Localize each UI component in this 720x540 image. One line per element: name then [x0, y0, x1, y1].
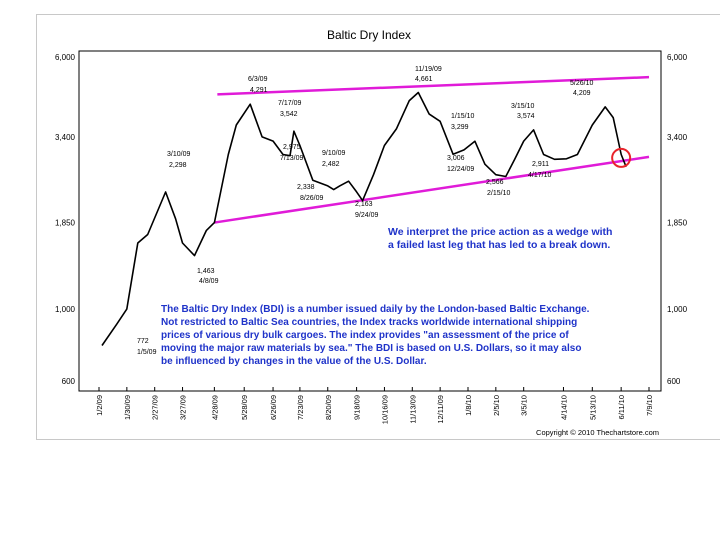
y-tick-label-left: 6,000 — [55, 53, 76, 62]
commentary-line: a failed last leg that has led to a brea… — [388, 239, 610, 251]
y-axis-left: 6,000 3,400 1,850 1,000 600 — [55, 53, 76, 386]
x-tick-label: 9/18/09 — [353, 395, 362, 420]
y-tick-label-left: 1,850 — [55, 219, 76, 228]
annotations: 772 1/5/09 3/10/09 2,298 1,463 4/8/09 6/3/09 4,… — [137, 66, 593, 356]
plot-area — [78, 50, 662, 392]
commentary-line: prices of various dry bulk cargoes. The … — [161, 330, 569, 341]
y-tick-label-right: 600 — [667, 377, 681, 386]
x-tick-label: 1/8/10 — [464, 395, 473, 416]
x-tick-label: 2/5/10 — [492, 395, 501, 416]
y-tick-label-right: 1,850 — [667, 219, 688, 228]
break-down-circle — [611, 147, 632, 168]
wedge-line-lower — [214, 155, 650, 224]
wedge-lines — [214, 75, 650, 224]
y-tick-label-left: 3,400 — [55, 133, 76, 142]
data-annotation: 9/24/09 — [355, 212, 378, 219]
data-annotation: 3/15/10 — [511, 103, 534, 110]
x-axis: 1/2/09 1/30/09 2/27/09 3/27/09 4/28/09 5/28/0… — [95, 387, 654, 424]
y-tick-label-right: 6,000 — [667, 53, 688, 62]
x-tick-label: 3/27/09 — [179, 395, 188, 420]
x-tick-label: 7/23/09 — [296, 395, 305, 420]
x-tick-label: 2/27/09 — [151, 395, 160, 420]
x-tick-label: 4/14/10 — [559, 395, 568, 420]
data-annotation: 4/17/10 — [528, 172, 551, 179]
commentary-box — [157, 298, 643, 377]
data-annotation: 6/3/09 — [248, 76, 268, 83]
y-tick-label-left: 600 — [62, 377, 76, 386]
commentary-bdi: The Baltic Dry Index (BDI) is a number i… — [161, 304, 590, 367]
data-annotation: 2,163 — [355, 201, 373, 208]
data-annotation: 12/24/09 — [447, 166, 474, 173]
data-annotation: 2,911 — [532, 161, 549, 168]
x-tick-label: 5/28/09 — [240, 395, 249, 420]
data-annotation: 1/5/09 — [137, 349, 157, 356]
x-tick-label: 11/13/09 — [408, 395, 417, 424]
wedge-line-upper — [217, 75, 650, 96]
y-tick-label-left: 1,000 — [55, 305, 76, 314]
x-tick-label: 10/16/09 — [380, 395, 389, 424]
y-axis-right: 6,000 3,400 1,850 1,000 600 — [667, 53, 688, 386]
x-tick-label: 7/9/10 — [645, 395, 654, 416]
data-annotation: 2/15/10 — [487, 190, 510, 197]
bdi-series-line — [101, 91, 627, 346]
data-annotation: 2,482 — [322, 161, 340, 168]
y-tick-label-right: 3,400 — [667, 133, 688, 142]
x-tick-label: 3/5/10 — [520, 395, 529, 416]
commentary-wedge: We interpret the price action as a wedge… — [388, 226, 612, 251]
x-tick-label: 12/11/09 — [436, 395, 445, 424]
data-annotation: 5/26/10 — [570, 80, 593, 87]
data-annotation: 2,298 — [169, 162, 187, 169]
data-annotation: 4/8/09 — [199, 278, 219, 285]
data-annotation: 3,574 — [517, 113, 535, 120]
data-annotation: 2,566 — [486, 179, 504, 186]
data-annotation: 1,463 — [197, 268, 215, 275]
y-tick-label-right: 1,000 — [667, 305, 688, 314]
chart-frame: Baltic Dry Index 6,000 3,400 1,850 1,000 600… — [36, 14, 720, 440]
data-annotation: 2,338 — [297, 184, 315, 191]
copyright: Copyright © 2010 Thechartstore.com — [536, 428, 659, 437]
x-tick-label: 6/26/09 — [269, 395, 278, 420]
data-annotation: 772 — [137, 338, 149, 345]
commentary-line: be influenced by changes in the value of… — [161, 356, 427, 367]
data-annotation: 2,975 — [283, 144, 301, 151]
data-annotation: 7/17/09 — [278, 100, 301, 107]
break-down-marker — [611, 147, 632, 168]
data-annotation: 3,542 — [280, 111, 298, 118]
commentary-line: Not restricted to Baltic Sea countries, … — [161, 317, 577, 328]
data-annotation: 4,209 — [573, 90, 591, 97]
data-annotation: 8/26/09 — [300, 195, 323, 202]
data-annotation: 4,291 — [250, 87, 268, 94]
x-tick-label: 1/30/09 — [123, 395, 132, 420]
data-annotation: 9/10/09 — [322, 150, 345, 157]
commentary-line: We interpret the price action as a wedge… — [388, 226, 612, 238]
data-annotation: 4,661 — [415, 76, 433, 83]
commentary-line: moving the major raw materials by sea." … — [161, 343, 581, 354]
x-tick-label: 6/11/10 — [617, 395, 626, 419]
data-annotation: 3,299 — [451, 124, 469, 131]
data-annotation: 7/13/09 — [280, 155, 303, 162]
baltic-dry-index-chart: Baltic Dry Index 6,000 3,400 1,850 1,000 600… — [55, 28, 688, 437]
commentary-line: The Baltic Dry Index (BDI) is a number i… — [161, 304, 590, 315]
x-tick-label: 1/2/09 — [95, 395, 104, 416]
data-annotation: 3/10/09 — [167, 151, 190, 158]
x-tick-label: 8/20/09 — [324, 395, 333, 420]
data-annotation: 1/15/10 — [451, 113, 474, 120]
data-annotation: 11/19/09 — [415, 66, 442, 73]
data-annotation: 3,006 — [447, 155, 465, 162]
chart-title: Baltic Dry Index — [327, 28, 411, 42]
series-group — [101, 91, 627, 346]
x-tick-label: 4/28/09 — [210, 395, 219, 420]
x-tick-label: 5/13/10 — [588, 395, 597, 420]
